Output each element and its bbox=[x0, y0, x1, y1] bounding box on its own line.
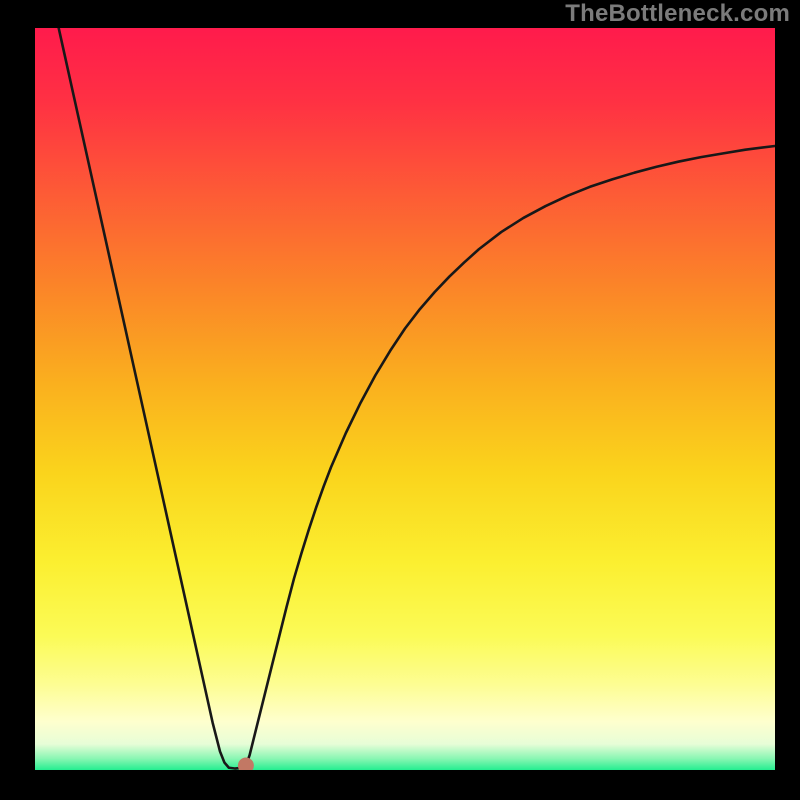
chart-frame: TheBottleneck.com bbox=[0, 0, 800, 800]
watermark-text: TheBottleneck.com bbox=[565, 0, 790, 28]
plot-area bbox=[35, 28, 775, 770]
bottleneck-chart bbox=[35, 28, 775, 770]
gradient-background bbox=[35, 28, 775, 770]
